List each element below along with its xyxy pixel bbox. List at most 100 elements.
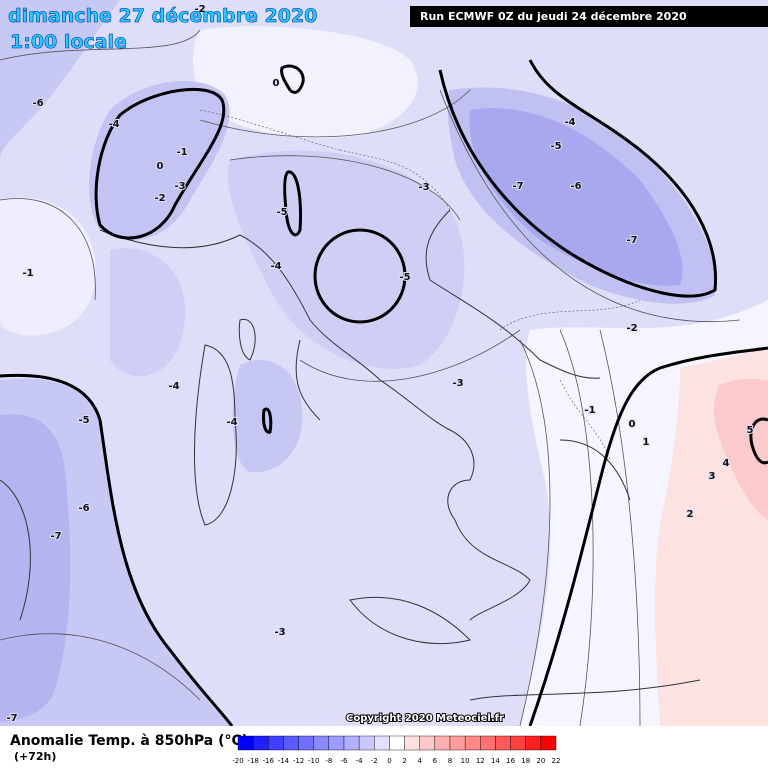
colorbar-tick: -20 [232,757,243,765]
colorbar-cell [480,735,496,751]
contour-label: -5 [276,207,287,218]
colorbar-tick: 10 [461,757,470,765]
contour-label: -7 [50,531,61,542]
contour-label: -2 [154,193,165,204]
colorbar-cell [313,735,330,751]
contour-label: -4 [270,261,281,272]
contour-label: -7 [512,181,523,192]
contour-label: -1 [22,268,33,279]
contour-label: 0 [629,419,636,430]
colorbar-cell [464,735,481,751]
legend-title: Anomalie Temp. à 850hPa (°C) [10,733,248,749]
shade [469,108,683,286]
contour-label: -6 [78,503,89,514]
contour-label: -7 [6,713,17,724]
isoline-major [280,64,305,94]
colorbar-tick: 20 [536,757,545,765]
colorbar-tick: -10 [308,757,319,765]
isoline-major [438,59,718,298]
contour-label: -4 [108,119,119,130]
contour-label: -5 [78,415,89,426]
shade [0,197,96,336]
run-info: Run ECMWF 0Z du jeudi 24 décembre 2020 [420,10,687,23]
contour-label: -4 [226,417,237,428]
contour-label: -3 [274,627,285,638]
contour-label: -7 [626,235,637,246]
colorbar-tick: 14 [491,757,500,765]
isoline-major [94,87,226,240]
isoline-major [749,417,768,465]
contour-label: -6 [570,181,581,192]
shade [0,414,71,722]
contour-label: -6 [32,98,43,109]
isoline-major [0,373,234,727]
colorbar-cell [434,735,451,751]
colorbar-cell [343,735,360,751]
contour-label: -4 [168,381,179,392]
border [199,109,641,461]
contour-label: 0 [273,78,280,89]
contour-label: 5 [747,425,754,436]
colorbar-cell [540,735,557,751]
colorbar-cell [419,735,436,751]
colorbar-cell [358,735,375,751]
isoline-major [313,228,407,324]
shade [0,0,120,160]
contour-label: -5 [550,141,561,152]
colorbar-tick: -12 [293,757,304,765]
colorbar-tick: -4 [356,757,364,765]
colorbar-cell [404,735,420,751]
colorbar-tick: -18 [247,757,258,765]
colorbar-tick: -8 [325,757,332,765]
colorbar-tick: -6 [341,757,349,765]
colorbar-cell [525,735,542,751]
colorbar-tick: 16 [506,757,515,765]
contour-labels: -2 0 -6 -4 -1 0 -3 -2 -5 -1 -4 -5 -3 -4 -5 -7 -6 -7 -2 -3 -4… [5,3,754,725]
colorbar-tick: 0 [387,757,391,765]
contour-label: -5 [399,272,410,283]
contour-label: -1 [584,405,595,416]
colorbar-tick: 18 [521,757,530,765]
colorbar-tick: 6 [433,757,438,765]
contour-label: -2 [194,4,205,15]
colorbar-tick: -16 [263,757,275,765]
shade [89,80,230,240]
colorbar-cell [328,735,345,751]
date-title: dimanche 27 décembre 2020 [8,5,317,27]
shade [714,378,768,520]
colorbar-tick: 4 [417,757,422,765]
colorbar-cell [268,735,284,751]
colorbar-cell [298,735,314,751]
colorbar-cell [495,735,511,751]
colorbar-cell [252,735,269,751]
contour-label: -4 [564,117,575,128]
lead-time: (+72h) [14,750,56,763]
contour-label: -3 [452,378,463,389]
colorbar-cell [449,735,466,751]
colorbar-tick: 12 [476,757,485,765]
contour-label: 1 [643,437,650,448]
contour-label: 2 [687,509,694,520]
colorbar-tick: -14 [278,757,290,765]
shade [110,248,186,377]
colorbar-cell [510,735,526,751]
colorbar-cell [283,735,299,751]
shade [232,360,303,473]
colorbar-cell [374,735,390,751]
contour-label: -1 [176,147,187,158]
colorbar-tick: 8 [448,757,452,765]
colorbar-cell [237,735,254,751]
colorbar-tick: -2 [371,757,378,765]
contour-label: -3 [174,181,185,192]
contour-label: -2 [626,323,637,334]
contour-label: 4 [723,458,730,469]
isoline-major [528,346,768,727]
shade [193,26,418,139]
run-box [410,6,768,27]
contour-label: 3 [709,471,716,482]
colorbar-tick: 22 [552,757,561,765]
contour-label: 0 [157,161,164,172]
local-time: 1:00 locale [10,31,127,53]
contour-label: -3 [418,182,429,193]
